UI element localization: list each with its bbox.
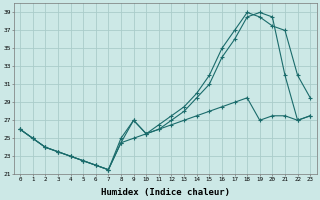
X-axis label: Humidex (Indice chaleur): Humidex (Indice chaleur): [100, 188, 230, 197]
